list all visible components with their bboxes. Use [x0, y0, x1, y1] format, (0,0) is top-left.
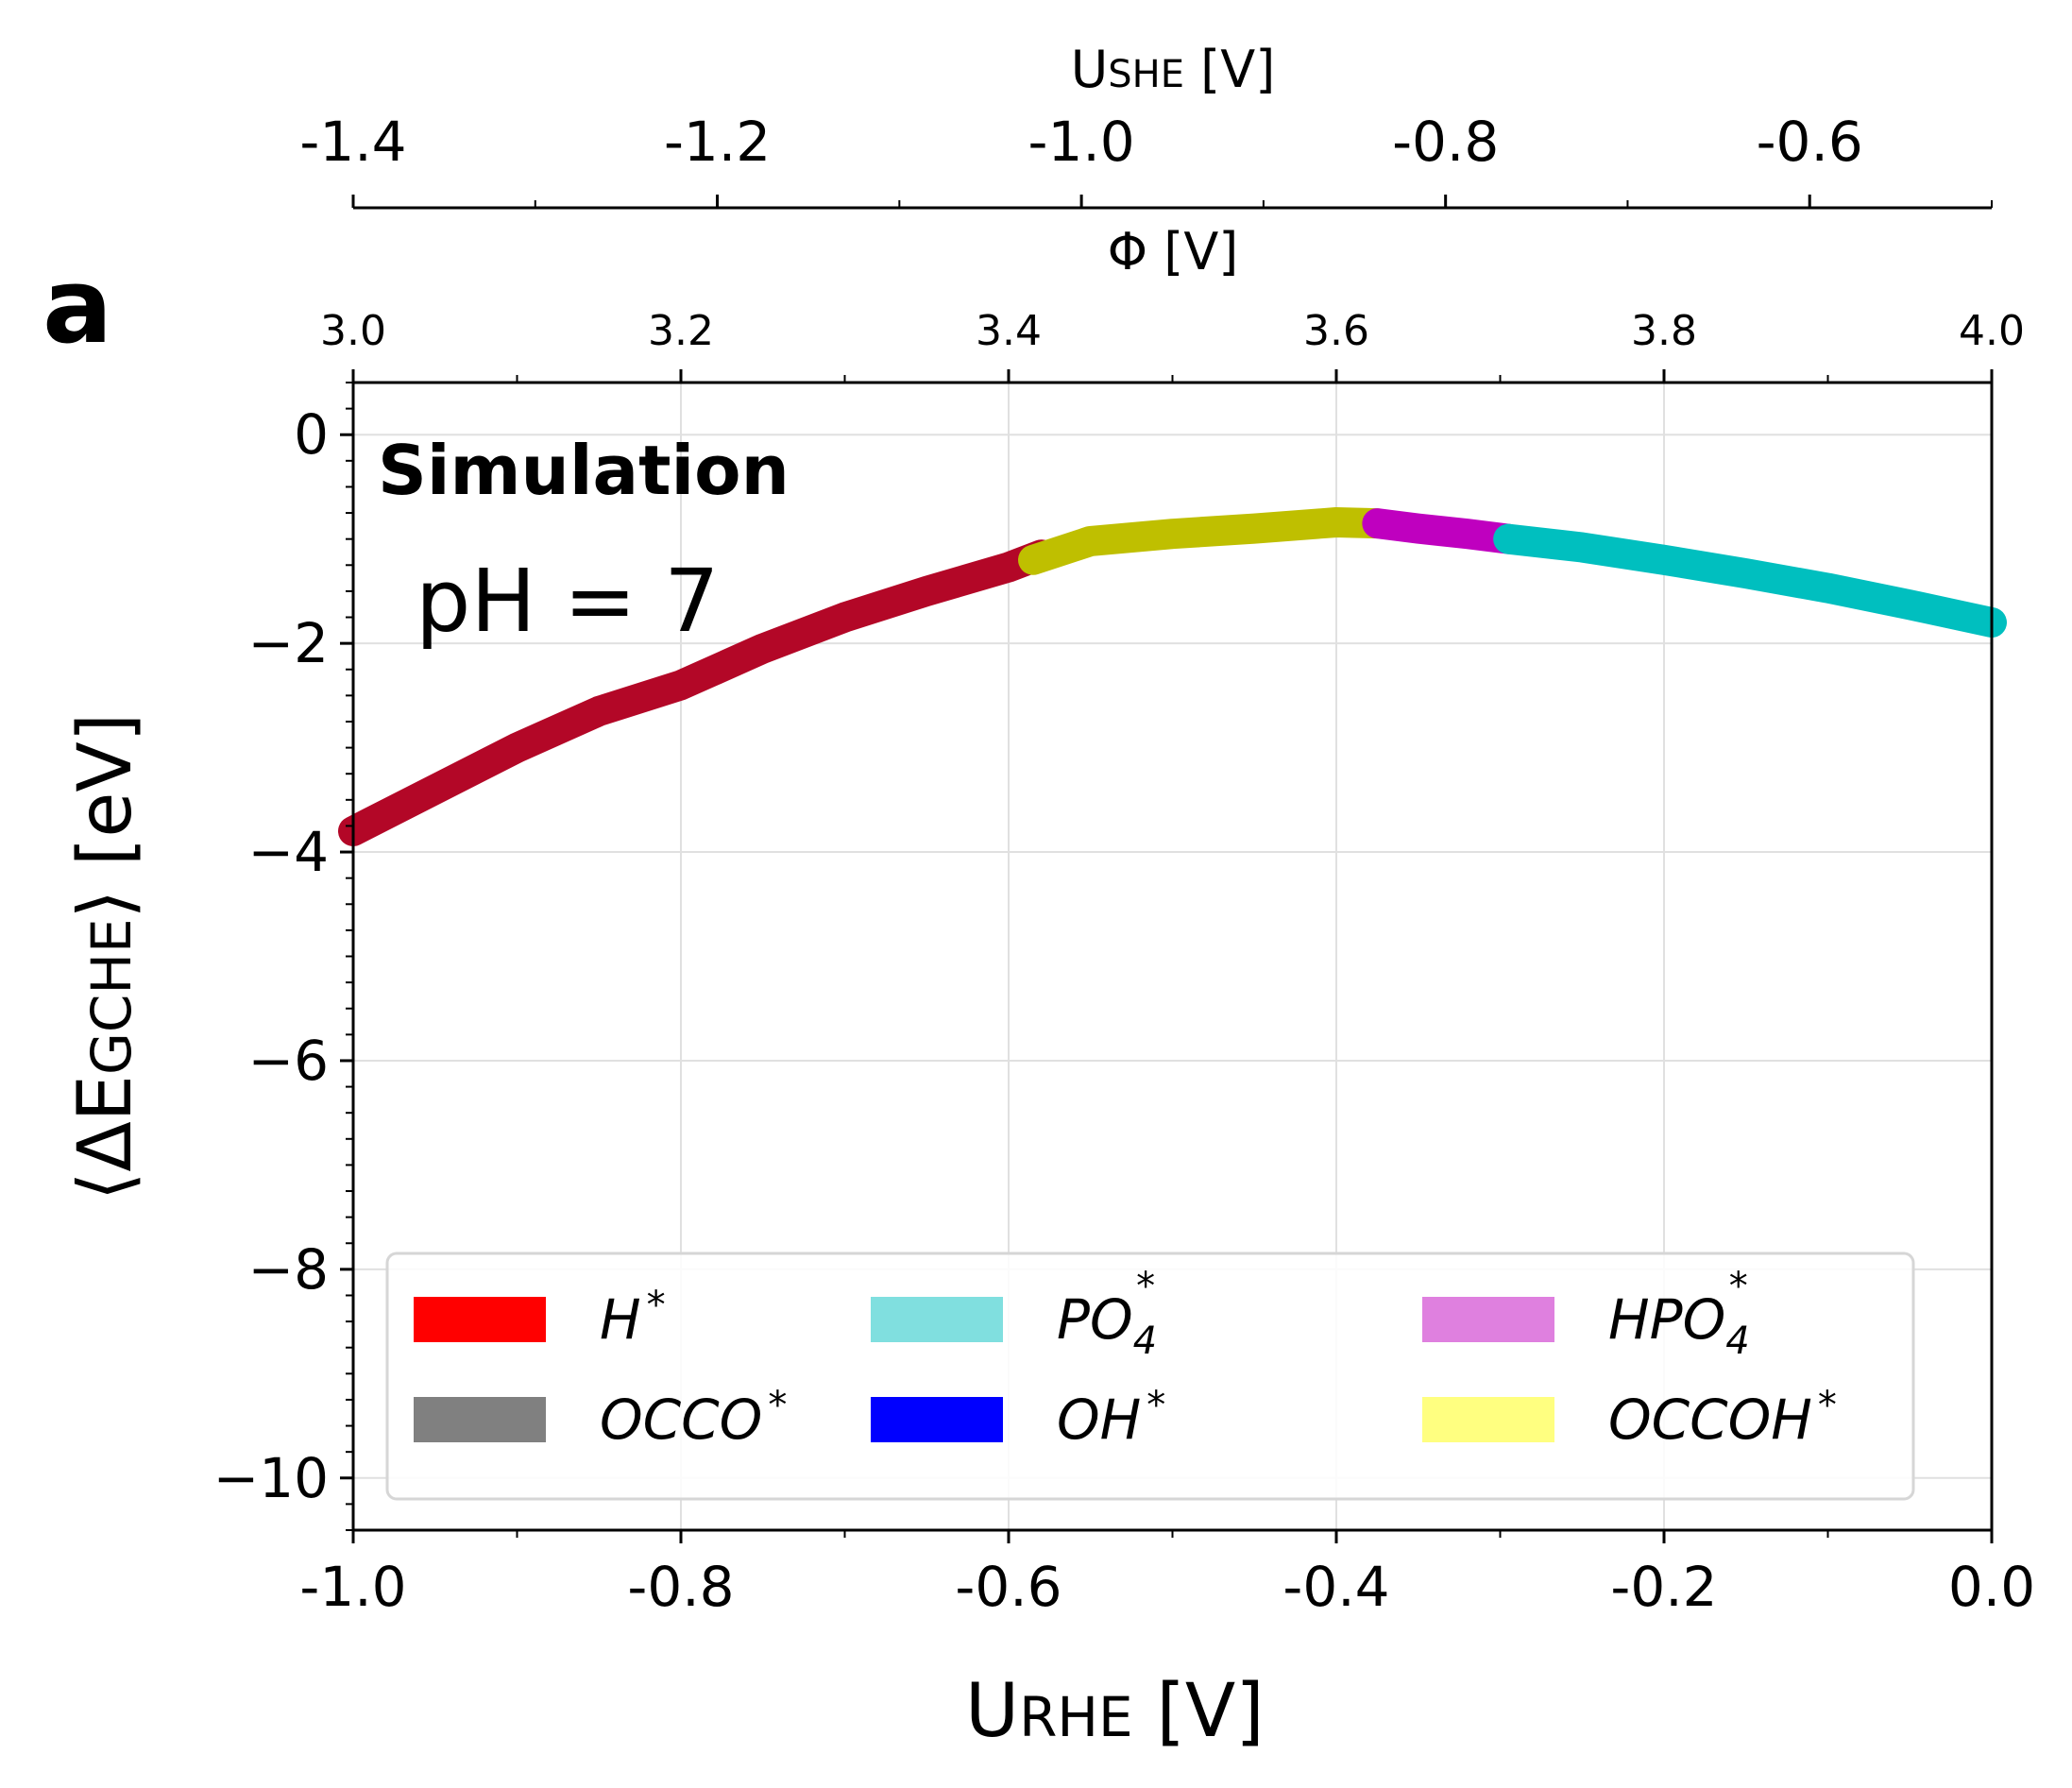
x-tick-label: -0.2: [1610, 1555, 1717, 1619]
she-tick-label: -0.8: [1392, 110, 1499, 174]
she-axis-label: USHE [V]: [1071, 40, 1276, 99]
y-tick-label: −10: [213, 1446, 329, 1510]
legend-label: H *: [600, 1284, 666, 1352]
phi-axis-label: Φ [V]: [1108, 222, 1239, 281]
series-line: [1493, 523, 2007, 639]
legend-swatch: [1422, 1397, 1554, 1442]
legend-label: OH *: [1057, 1384, 1165, 1452]
phi-tick-label: 3.2: [648, 307, 714, 355]
ph-annotation: pH = 7: [416, 551, 720, 652]
she-tick-label: -1.0: [1028, 110, 1135, 174]
x-tick-label: -0.8: [627, 1555, 734, 1619]
series-line: [1362, 508, 1524, 554]
phi-tick-label: 3.0: [320, 307, 386, 355]
panel-label: a: [42, 246, 112, 366]
left-axis: 0 −2 −4 −6 −8 −10: [213, 382, 353, 1531]
x-tick-label: 0.0: [1948, 1555, 2035, 1619]
phi-tick-label: 3.6: [1303, 307, 1369, 355]
bottom-axis: -1.0 -0.8 -0.6 -0.4 -0.2 0.0: [299, 1530, 2035, 1619]
legend-swatch: [871, 1297, 1003, 1342]
legend: H * OCCO * PO4* OH * HPO4* OCCOH *: [385, 1252, 1915, 1501]
x-tick-label: -0.6: [955, 1555, 1061, 1619]
top-she-axis: -1.4 -1.2 -1.0 -0.8 -0.6: [299, 110, 1993, 210]
legend-label: OCCO *: [600, 1384, 787, 1452]
y-tick-label: −6: [248, 1029, 330, 1093]
phi-tick-label: 4.0: [1959, 307, 2025, 355]
she-tick-label: -0.6: [1757, 110, 1863, 174]
y-tick-label: −4: [248, 820, 330, 884]
legend-swatch: [414, 1297, 546, 1342]
series-line: [338, 539, 1057, 846]
phi-tick-label: 3.4: [976, 307, 1042, 355]
y-axis-label: ⟨ΔEGCHE⟩ [eV]: [63, 713, 148, 1201]
x-tick-label: -0.4: [1282, 1555, 1389, 1619]
series-layer: [338, 507, 2007, 846]
legend-label: HPO4*: [1608, 1265, 1750, 1363]
simulation-annotation: Simulation: [378, 431, 790, 510]
she-tick-label: -1.4: [299, 110, 406, 174]
legend-label: PO4*: [1057, 1265, 1157, 1363]
x-tick-label: -1.0: [299, 1555, 406, 1619]
x-axis-label: URHE [V]: [965, 1669, 1265, 1754]
legend-swatch: [1422, 1297, 1554, 1342]
series-line: [1018, 507, 1393, 575]
legend-swatch: [871, 1397, 1003, 1442]
phi-tick-label: 3.8: [1631, 307, 1697, 355]
y-tick-label: −8: [248, 1237, 330, 1302]
she-tick-label: -1.2: [664, 110, 771, 174]
legend-label: OCCOH *: [1608, 1384, 1837, 1452]
y-tick-label: −2: [248, 611, 330, 675]
top-phi-axis: 3.0 3.2 3.4 3.6 3.8 4.0: [320, 307, 2025, 383]
y-tick-label: 0: [294, 402, 329, 467]
legend-swatch: [414, 1397, 546, 1442]
